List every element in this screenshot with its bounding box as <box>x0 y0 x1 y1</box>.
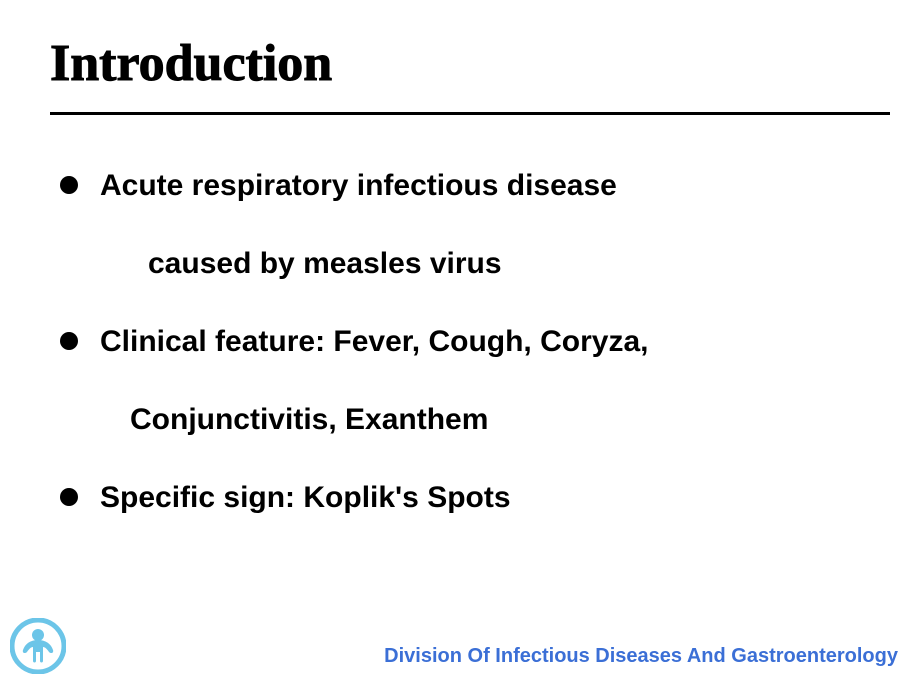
title-wrap: Introduction <box>50 38 880 90</box>
footer-text: Division Of Infectious Diseases And Gast… <box>384 645 898 668</box>
org-logo <box>10 618 66 674</box>
bullet-text: Clinical feature: Fever, Cough, Coryza, <box>100 324 648 360</box>
bullet-item: Specific sign: Koplik's Spots <box>60 480 860 516</box>
bullet-dot-icon <box>60 332 78 350</box>
slide-title: Introduction <box>50 38 880 90</box>
bullet-text-continuation: Conjunctivitis, Exanthem <box>130 402 860 438</box>
bullet-text: Specific sign: Koplik's Spots <box>100 480 511 516</box>
bullet-item: Clinical feature: Fever, Cough, Coryza, <box>60 324 860 360</box>
bullet-item: Acute respiratory infectious disease <box>60 168 860 204</box>
logo-figure-head <box>32 629 44 641</box>
logo-svg <box>10 618 66 674</box>
bullet-dot-icon <box>60 488 78 506</box>
slide-body: Acute respiratory infectious disease caus… <box>60 168 860 516</box>
bullet-dot-icon <box>60 176 78 194</box>
bullet-text-continuation: caused by measles virus <box>148 246 860 282</box>
title-underline <box>50 112 890 115</box>
slide: Introduction Acute respiratory infectiou… <box>0 0 920 690</box>
footer: Division Of Infectious Diseases And Gast… <box>0 618 920 668</box>
bullet-text: Acute respiratory infectious disease <box>100 168 617 204</box>
